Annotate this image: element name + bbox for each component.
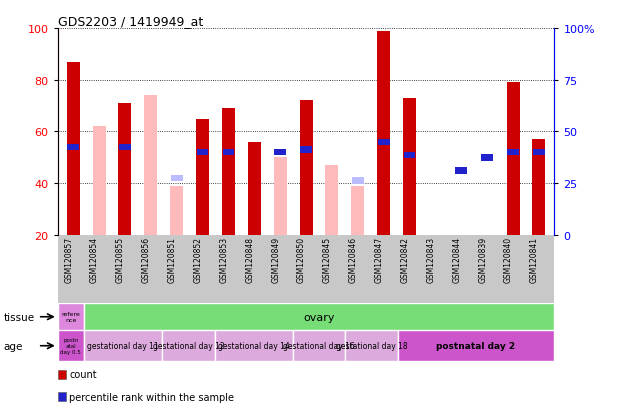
Bar xyxy=(248,142,261,235)
Bar xyxy=(293,330,345,361)
Text: gestational day 16: gestational day 16 xyxy=(283,342,355,350)
Bar xyxy=(67,145,79,151)
Bar xyxy=(352,178,363,185)
Bar xyxy=(222,150,234,156)
Text: GSM120848: GSM120848 xyxy=(246,237,254,282)
Text: GSM120846: GSM120846 xyxy=(349,237,358,283)
Bar xyxy=(162,330,215,361)
Text: GSM120840: GSM120840 xyxy=(504,237,513,283)
Text: GSM120841: GSM120841 xyxy=(530,237,539,282)
Text: GSM120843: GSM120843 xyxy=(426,237,435,283)
Bar xyxy=(345,330,397,361)
Text: gestational day 12: gestational day 12 xyxy=(153,342,224,350)
Bar xyxy=(144,96,157,235)
Bar xyxy=(197,150,208,156)
Bar xyxy=(299,101,313,235)
Bar xyxy=(351,186,364,235)
Bar xyxy=(58,304,84,330)
Text: postnatal day 2: postnatal day 2 xyxy=(437,342,515,350)
Bar xyxy=(506,83,520,235)
Text: GSM120844: GSM120844 xyxy=(453,237,462,283)
Bar xyxy=(274,158,287,235)
Bar xyxy=(300,147,312,154)
Text: refere
nce: refere nce xyxy=(62,311,80,323)
Text: GSM120854: GSM120854 xyxy=(90,237,99,283)
Text: gestational day 18: gestational day 18 xyxy=(336,342,407,350)
Bar xyxy=(92,127,106,235)
Text: GSM120850: GSM120850 xyxy=(297,237,306,283)
Text: GSM120847: GSM120847 xyxy=(375,237,384,283)
Text: GSM120849: GSM120849 xyxy=(271,237,280,283)
Bar xyxy=(456,168,467,174)
Bar xyxy=(274,150,286,156)
Text: GSM120855: GSM120855 xyxy=(116,237,125,283)
Bar xyxy=(119,104,131,235)
Bar xyxy=(481,155,493,161)
Bar xyxy=(67,62,79,235)
Text: GSM120845: GSM120845 xyxy=(323,237,332,283)
Text: count: count xyxy=(69,369,97,379)
Bar xyxy=(533,150,545,156)
Bar xyxy=(533,140,545,235)
Bar xyxy=(403,99,416,235)
Bar xyxy=(84,330,162,361)
Text: gestational day 11: gestational day 11 xyxy=(87,342,159,350)
Text: GSM120852: GSM120852 xyxy=(194,237,203,282)
Bar xyxy=(171,176,183,182)
Text: GSM120851: GSM120851 xyxy=(168,237,177,282)
Bar xyxy=(378,31,390,235)
Text: tissue: tissue xyxy=(3,312,35,322)
Text: GSM120856: GSM120856 xyxy=(142,237,151,283)
Bar xyxy=(397,330,554,361)
Bar xyxy=(507,150,519,156)
Text: postn
atal
day 0.5: postn atal day 0.5 xyxy=(60,337,81,354)
Bar xyxy=(326,166,338,235)
Text: GSM120842: GSM120842 xyxy=(401,237,410,282)
Text: GDS2203 / 1419949_at: GDS2203 / 1419949_at xyxy=(58,15,203,28)
Text: gestational day 14: gestational day 14 xyxy=(218,342,290,350)
Text: age: age xyxy=(3,341,22,351)
Bar xyxy=(404,152,415,159)
Bar xyxy=(171,186,183,235)
Text: GSM120853: GSM120853 xyxy=(219,237,228,283)
Text: GSM120857: GSM120857 xyxy=(64,237,73,283)
Text: ovary: ovary xyxy=(303,312,335,322)
Bar xyxy=(196,119,209,235)
Bar xyxy=(119,145,131,151)
Bar xyxy=(378,139,390,146)
Bar xyxy=(222,109,235,235)
Bar xyxy=(215,330,293,361)
Text: percentile rank within the sample: percentile rank within the sample xyxy=(69,392,234,402)
Bar xyxy=(58,330,84,361)
Text: GSM120839: GSM120839 xyxy=(478,237,487,283)
